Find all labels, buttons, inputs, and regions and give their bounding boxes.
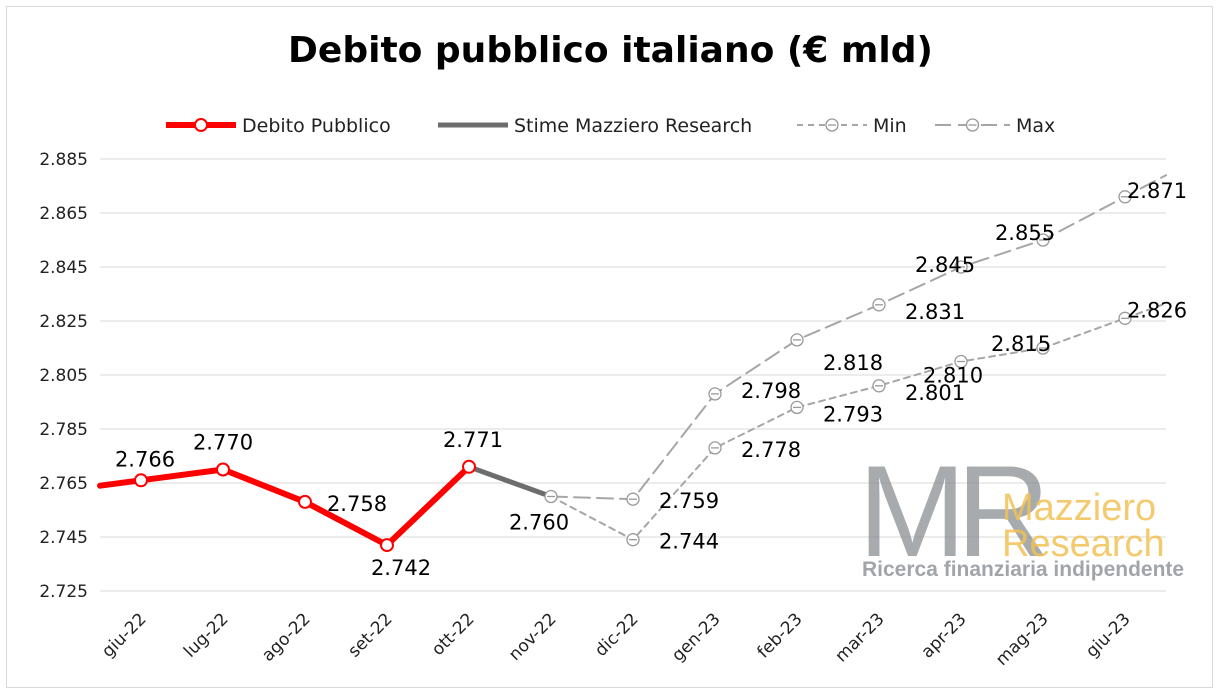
data-label: 2.759 <box>659 489 719 513</box>
y-tick-label: 2.765 <box>39 474 88 494</box>
watermark-tagline: Ricerca finanziaria indipendente <box>862 558 1184 581</box>
data-label: 2.818 <box>823 351 883 375</box>
legend-label: Stime Mazziero Research <box>514 115 752 137</box>
x-tick-label: giu-23 <box>1082 609 1134 661</box>
data-label: 2.815 <box>991 332 1051 356</box>
data-label: 2.871 <box>1127 179 1187 203</box>
watermark-logo: MR Mazziero Research Ricerca finanziaria… <box>858 438 1184 584</box>
y-tick-label: 2.805 <box>39 366 88 386</box>
series-line-2 <box>550 302 1167 541</box>
y-tick-label: 2.825 <box>39 312 88 332</box>
data-label: 2.855 <box>995 221 1055 245</box>
data-point <box>216 462 230 477</box>
y-axis-ticks: 2.885 2.865 2.845 2.825 2.805 2.785 2.765 2.745… <box>39 150 88 602</box>
data-label: 2.766 <box>115 447 175 471</box>
data-label: 2.744 <box>659 530 719 554</box>
y-tick-label: 2.845 <box>39 258 88 278</box>
x-tick-label: mar-23 <box>832 609 889 666</box>
x-tick-label: apr-23 <box>918 609 971 662</box>
y-tick-label: 2.725 <box>39 582 88 602</box>
x-tick-label: mag-23 <box>992 609 1052 669</box>
data-point <box>380 538 394 553</box>
x-tick-label: ago-22 <box>258 609 314 665</box>
gridlines <box>100 158 1166 592</box>
data-label: 2.798 <box>741 379 801 403</box>
data-label: 2.778 <box>741 438 801 462</box>
data-point <box>462 459 476 474</box>
y-tick-label: 2.865 <box>39 204 88 224</box>
series-line-1 <box>466 464 554 499</box>
series-markers <box>134 190 1132 553</box>
chart-title: Debito pubblico italiano (€ mld) <box>288 30 933 71</box>
data-label: 2.801 <box>905 381 965 405</box>
chart-frame <box>6 6 1213 688</box>
data-label: 2.793 <box>823 402 883 426</box>
watermark-name-line1: Mazziero <box>1002 487 1156 529</box>
legend-label: Debito Pubblico <box>242 115 391 137</box>
x-tick-label: lug-22 <box>180 609 232 661</box>
data-label: 2.760 <box>509 511 569 535</box>
data-label: 2.826 <box>1127 298 1187 322</box>
data-label: 2.742 <box>371 556 431 580</box>
x-tick-label: ott-22 <box>428 609 479 660</box>
data-label: 2.831 <box>905 300 965 324</box>
watermark-name-line2: Research <box>1002 523 1165 565</box>
data-labels: 2.766 2.770 2.758 2.742 2.771 2.760 2.744 2.778… <box>115 179 1187 580</box>
watermark-mr-mark: MR <box>858 438 1044 584</box>
legend: Debito Pubblico Stime Mazziero Research Mi… <box>166 115 1055 137</box>
data-label: 2.845 <box>915 253 975 277</box>
data-label: 2.771 <box>443 428 503 452</box>
y-tick-label: 2.885 <box>39 150 88 170</box>
x-tick-label: nov-22 <box>505 609 561 665</box>
data-label: 2.770 <box>193 431 253 455</box>
y-tick-label: 2.785 <box>39 420 88 440</box>
x-axis-ticks: giu-22 lug-22 ago-22 set-22 ott-22 nov-22 dic-… <box>98 609 1134 669</box>
data-point <box>134 473 148 488</box>
legend-label: Min <box>873 115 907 137</box>
data-label: 2.758 <box>327 492 387 516</box>
y-tick-label: 2.745 <box>39 528 88 548</box>
series-line-0 <box>97 463 472 549</box>
x-tick-label: set-22 <box>344 609 396 661</box>
legend-label: Max <box>1016 115 1055 137</box>
x-tick-label: giu-22 <box>98 609 150 661</box>
data-point <box>298 494 312 509</box>
x-tick-label: dic-22 <box>591 609 642 660</box>
x-tick-label: gen-23 <box>668 609 724 665</box>
data-label: 2.810 <box>923 364 983 388</box>
legend-marker <box>194 118 208 132</box>
x-tick-label: feb-23 <box>753 609 806 662</box>
